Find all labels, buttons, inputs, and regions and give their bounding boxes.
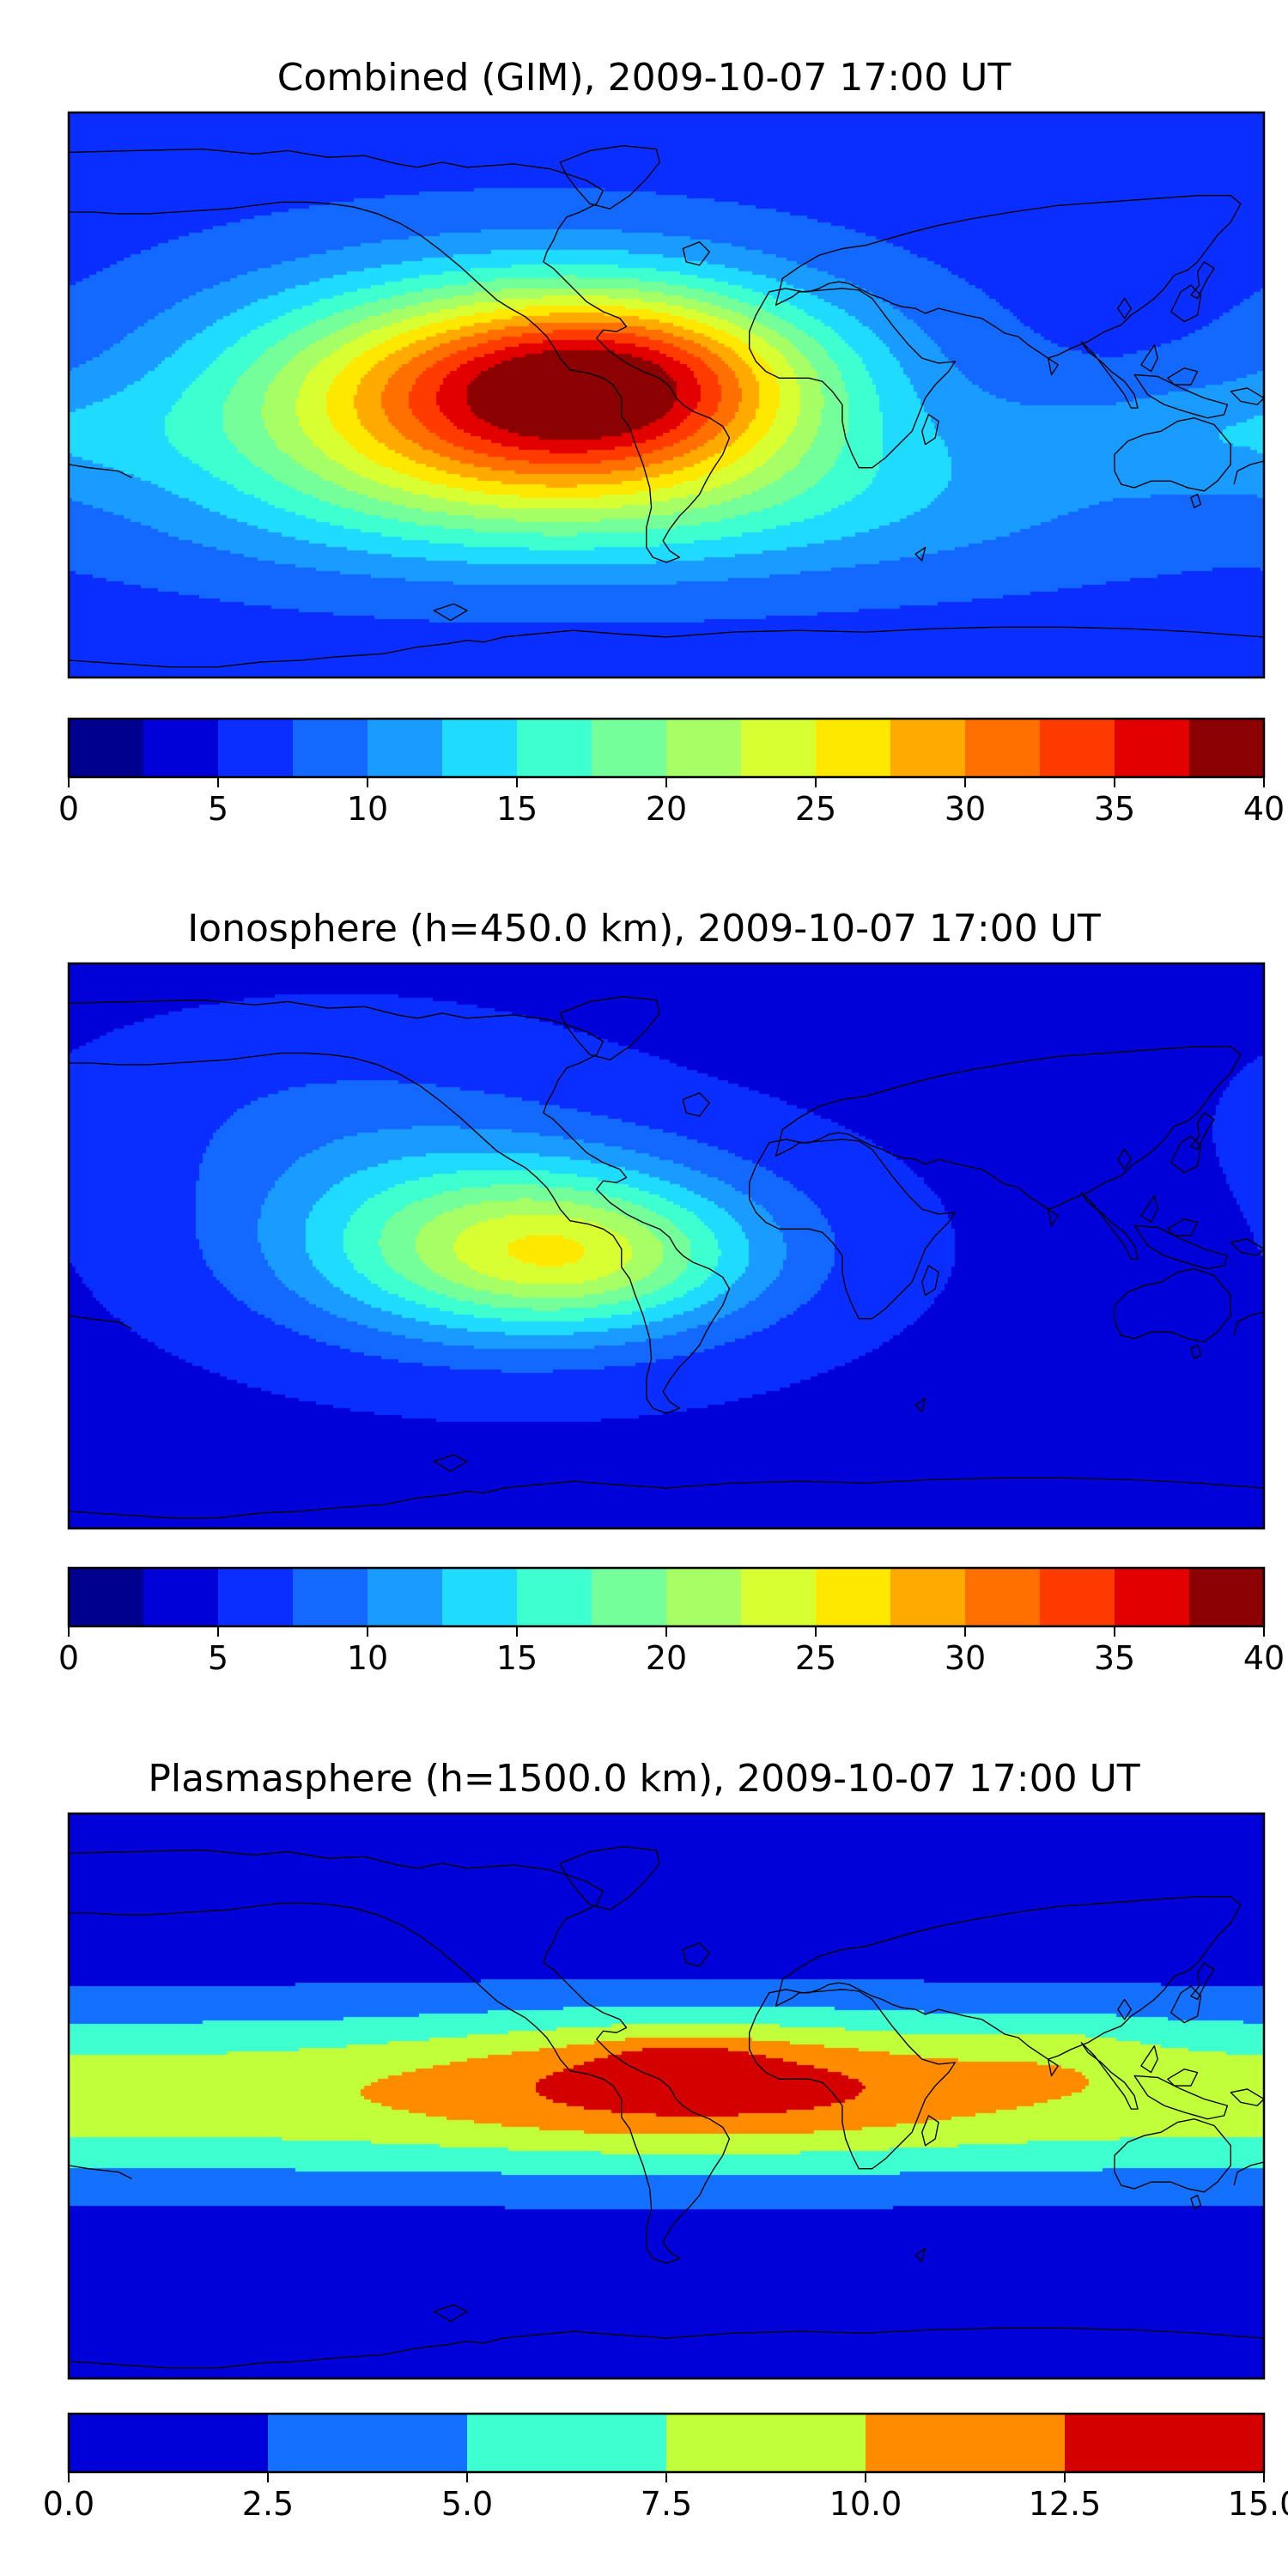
colorbar-tick-label: 35 [1094, 790, 1135, 828]
colorbar-swatch [1189, 719, 1265, 777]
colorbar-swatch [741, 1568, 817, 1626]
panel-title: Combined (GIM), 2009-10-07 17:00 UT [277, 56, 1012, 100]
colorbar-swatch [666, 719, 742, 777]
colorbar-swatch [442, 719, 518, 777]
colorbar-tick-label: 0 [58, 1639, 79, 1677]
colorbar-tick-label: 25 [795, 1639, 836, 1677]
colorbar-swatch [666, 1568, 742, 1626]
colorbar-swatch [965, 1568, 1041, 1626]
colorbar-tick-label: 10 [347, 1639, 388, 1677]
colorbar-swatch [1040, 1568, 1115, 1626]
colorbar-swatch [866, 2414, 1066, 2472]
colorbar-swatch [666, 2414, 866, 2472]
colorbar-swatch [741, 719, 817, 777]
panel-ionosphere: Ionosphere (h=450.0 km), 2009-10-07 17:0… [58, 907, 1285, 1677]
colorbar-swatch [293, 719, 368, 777]
colorbar-swatch [816, 719, 891, 777]
colorbar-tick-label: 20 [646, 1639, 687, 1677]
colorbar-swatch [442, 1568, 518, 1626]
colorbar-swatch [1115, 1568, 1190, 1626]
colorbar-swatch [592, 1568, 667, 1626]
colorbar-swatch [368, 1568, 443, 1626]
colorbar-tick-label: 12.5 [1029, 2485, 1102, 2523]
colorbar-swatch [1189, 1568, 1265, 1626]
colorbar-swatch [1040, 719, 1115, 777]
map-border [67, 962, 1266, 1530]
panel-combined: Combined (GIM), 2009-10-07 17:00 UT 0 5 10… [58, 56, 1285, 828]
colorbar-swatch [268, 2414, 468, 2472]
colorbar-swatch [143, 719, 219, 777]
colorbar-swatch [143, 1568, 219, 1626]
colorbar-tick-label: 0 [58, 790, 79, 828]
colorbar-swatch [69, 1568, 144, 1626]
colorbar-swatch [1115, 719, 1190, 777]
map-border [67, 1812, 1266, 2380]
colorbar-tick-label: 5 [208, 1639, 228, 1677]
colorbar-swatch [69, 2414, 269, 2472]
colorbar-tick-label: 0.0 [43, 2485, 94, 2523]
colorbar-swatch [467, 2414, 667, 2472]
panel-title: Plasmasphere (h=1500.0 km), 2009-10-07 1… [148, 1757, 1139, 1801]
colorbar-swatch [368, 719, 443, 777]
colorbar-tick-label: 40 [1243, 790, 1285, 828]
colorbar-swatch [293, 1568, 368, 1626]
map-frame [67, 962, 1266, 1530]
colorbar-tick-label: 5 [208, 790, 228, 828]
colorbar-swatch [517, 719, 592, 777]
colorbar-tick-label: 7.5 [641, 2485, 692, 2523]
map-frame [67, 111, 1266, 679]
colorbar-tick-label: 15 [496, 790, 538, 828]
colorbar-swatch [69, 719, 144, 777]
colorbar: 0 5 10 15 20 25 30 35 40 [58, 717, 1285, 828]
colorbar-tick-label: 15.0 [1228, 2485, 1288, 2523]
colorbar-tick-label: 30 [945, 790, 986, 828]
tec-contour-field [69, 112, 1264, 677]
tec-contour-field [69, 1814, 1264, 2379]
colorbar-swatch [517, 1568, 592, 1626]
colorbar-tick-label: 25 [795, 790, 836, 828]
colorbar: 0.0 2.5 5.0 7.5 10.0 12.5 15.0 [43, 2412, 1288, 2523]
colorbar-swatch [890, 1568, 966, 1626]
colorbar-tick-label: 10 [347, 790, 388, 828]
colorbar-swatch [218, 1568, 294, 1626]
colorbar-swatch [965, 719, 1041, 777]
colorbar-tick-label: 20 [646, 790, 687, 828]
colorbar-tick-label: 2.5 [242, 2485, 294, 2523]
map-border [67, 111, 1266, 679]
colorbar-swatch [890, 719, 966, 777]
map-frame [67, 1812, 1266, 2380]
colorbar-swatch [592, 719, 667, 777]
colorbar-tick-label: 35 [1094, 1639, 1135, 1677]
colorbar-tick-label: 40 [1243, 1639, 1285, 1677]
colorbar-swatch [218, 719, 294, 777]
colorbar-tick-label: 5.0 [441, 2485, 493, 2523]
colorbar-tick-label: 15 [496, 1639, 538, 1677]
tec-contour-field [69, 963, 1264, 1528]
colorbar-swatch [1065, 2414, 1265, 2472]
panel-plasmasphere: Plasmasphere (h=1500.0 km), 2009-10-07 1… [43, 1757, 1288, 2523]
colorbar: 0 5 10 15 20 25 30 35 40 [58, 1566, 1285, 1677]
colorbar-tick-label: 30 [945, 1639, 986, 1677]
colorbar-tick-label: 10.0 [829, 2485, 902, 2523]
panel-title: Ionosphere (h=450.0 km), 2009-10-07 17:0… [187, 907, 1101, 951]
colorbar-swatch [816, 1568, 891, 1626]
